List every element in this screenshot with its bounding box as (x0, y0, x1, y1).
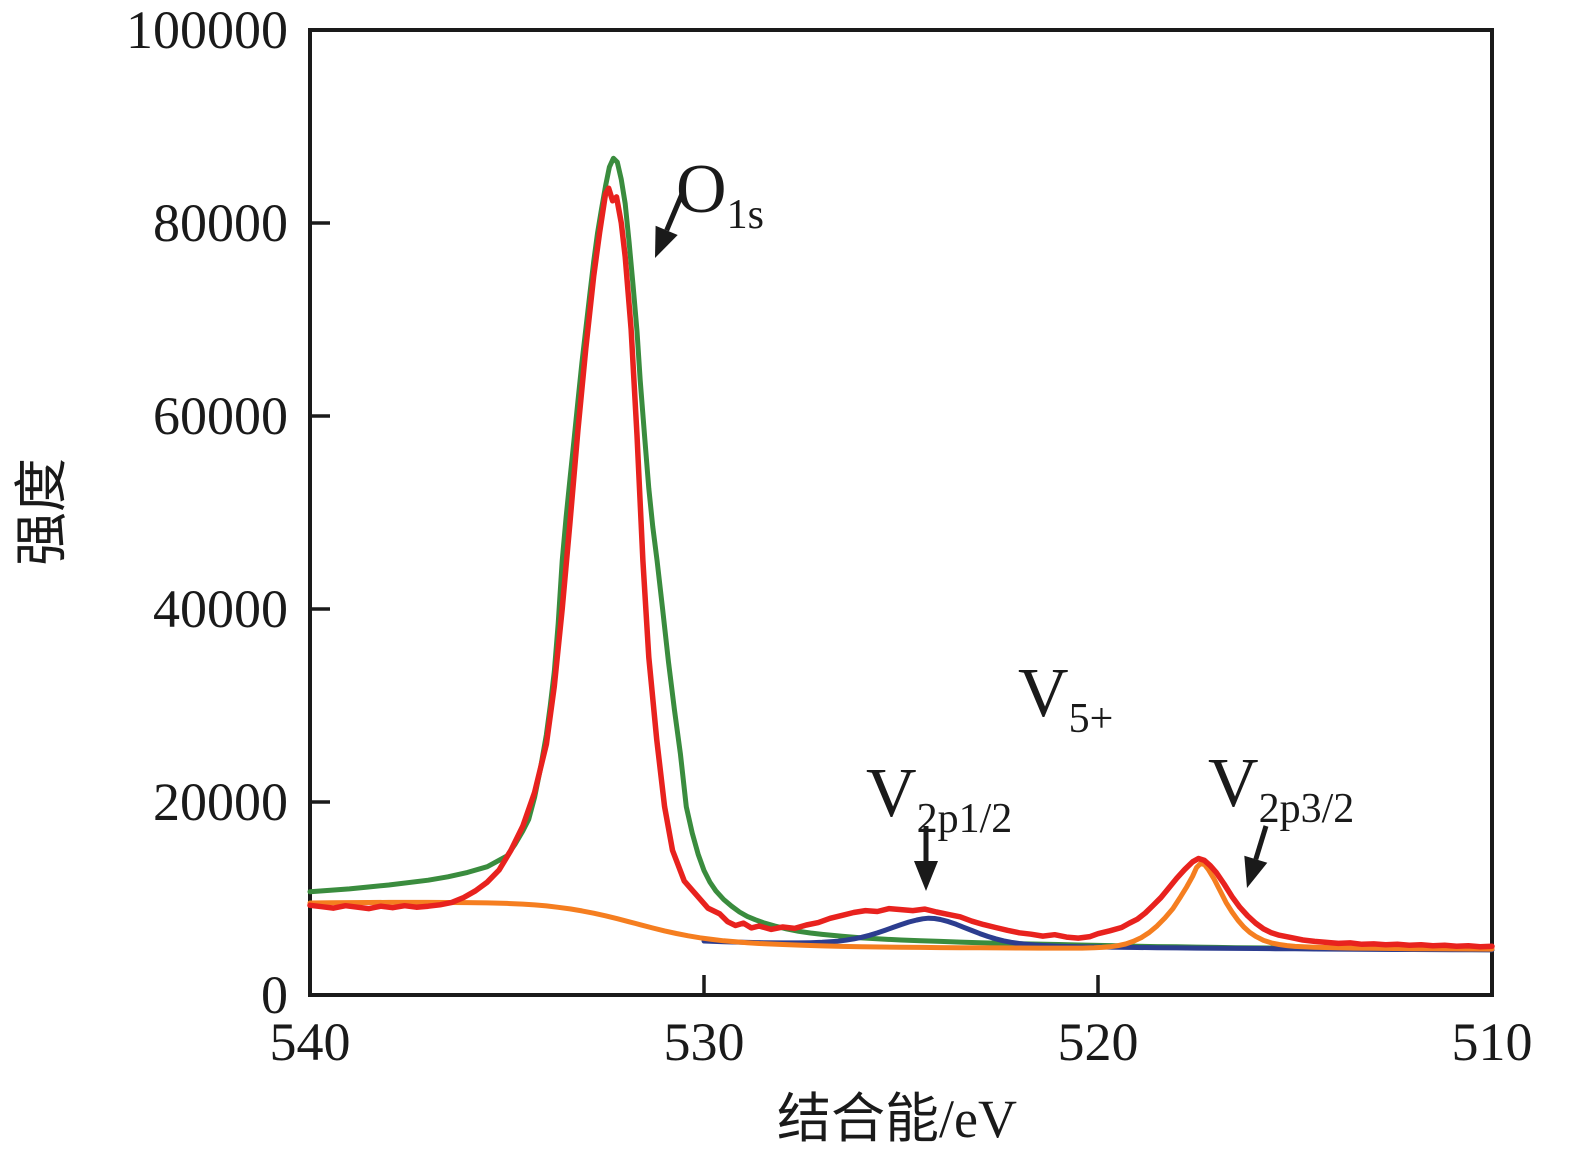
x-tick-label: 520 (1058, 1012, 1139, 1072)
annotation-label-v2p12: V2p1/2 (866, 755, 1012, 842)
y-tick-label: 100000 (126, 0, 288, 60)
annotation-arrowhead-v2p12 (914, 861, 938, 891)
plot-frame (308, 28, 1494, 997)
y-tick-label: 60000 (153, 386, 288, 446)
annotation-arrowhead-o1s (655, 225, 678, 258)
annotation-label-o1s: O1s (676, 151, 764, 238)
x-tick-label: 530 (664, 1012, 745, 1072)
y-axis-title: 强度 (12, 458, 72, 566)
annotation-arrowhead-v2p32 (1244, 855, 1268, 888)
annotation-label-v2p32: V2p3/2 (1208, 745, 1354, 832)
x-tick-label: 540 (270, 1012, 351, 1072)
y-tick-label: 0 (261, 965, 288, 1025)
x-tick-label: 510 (1452, 1012, 1533, 1072)
series-background-v2p32-fit (307, 861, 1495, 952)
x-axis-title: 结合能/eV (777, 1089, 1017, 1149)
series-raw-spectrum (307, 185, 1495, 950)
y-tick-label: 20000 (153, 772, 288, 832)
annotation-arrow-o1s (664, 193, 685, 232)
y-tick-label: 80000 (153, 193, 288, 253)
y-tick-label: 40000 (153, 579, 288, 639)
annotation-arrow-v2p32 (1253, 825, 1269, 861)
annotation-label-v5plus: V5+ (1018, 655, 1113, 742)
